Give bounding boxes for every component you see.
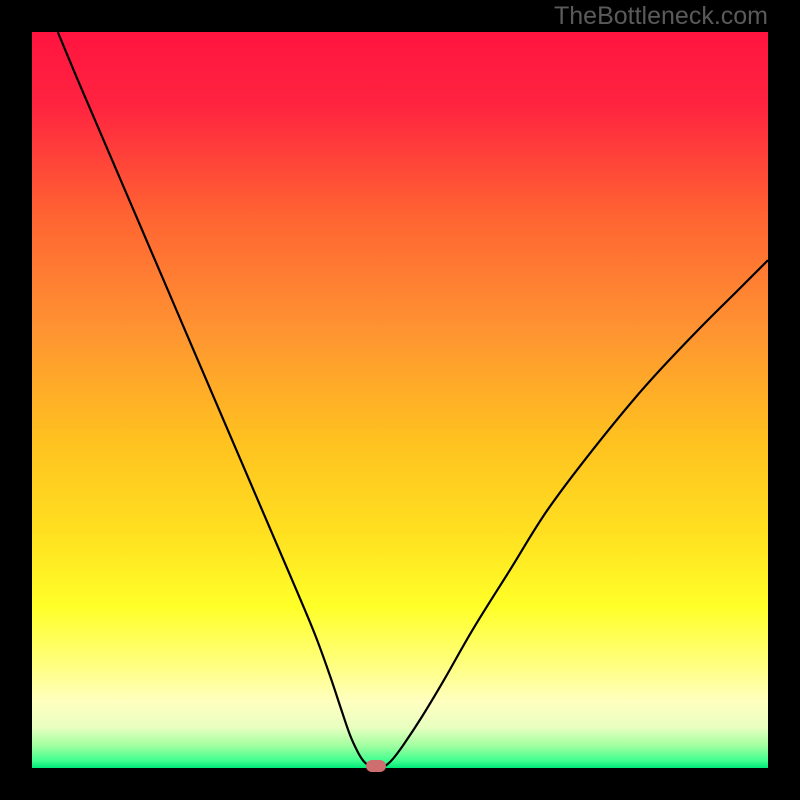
optimum-marker	[366, 760, 386, 772]
plot-area	[32, 32, 768, 768]
bottleneck-curve	[32, 32, 768, 768]
chart-canvas: TheBottleneck.com	[0, 0, 800, 800]
watermark-text: TheBottleneck.com	[554, 2, 768, 31]
